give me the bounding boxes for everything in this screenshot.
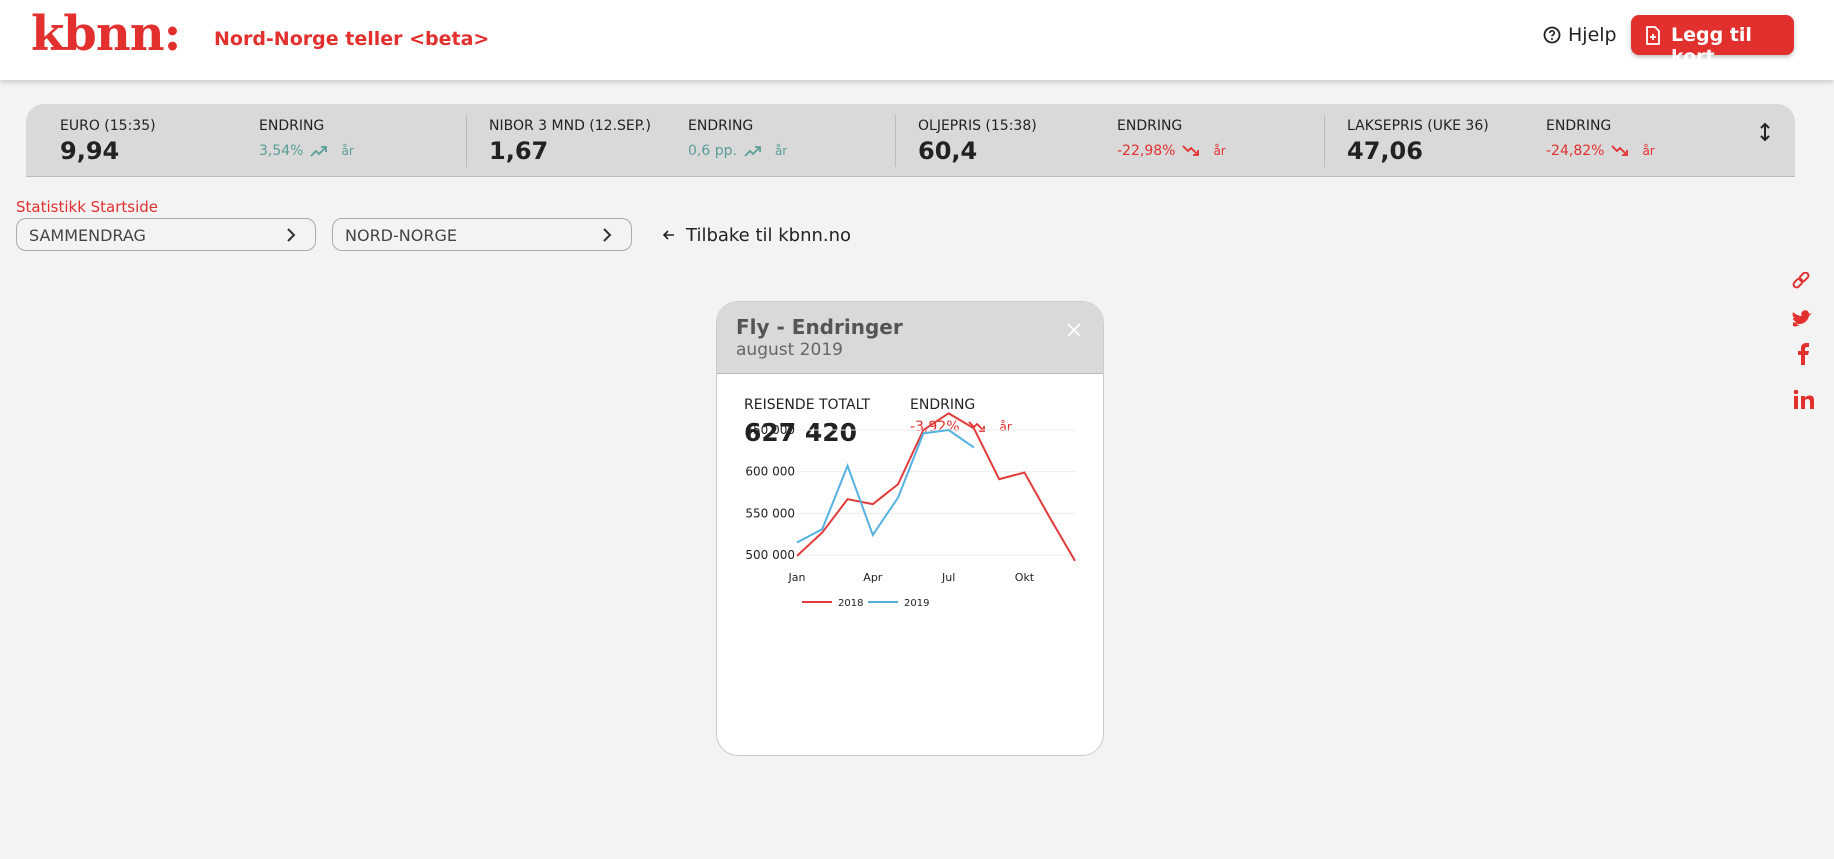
ticker-value: 60,4 [918,137,978,165]
ticker-separator [895,115,896,167]
series-line [796,412,1076,562]
expand-icon [1760,122,1770,142]
arrow-path [744,146,761,157]
chevron-path [603,228,612,242]
chevron [603,228,612,242]
trend-arrow [310,146,328,157]
x-tick-label: Jul [941,571,955,584]
y-tick-label: 500 000 [745,548,795,562]
help-link[interactable]: Hjelp [1568,24,1617,46]
arrow-path [967,421,985,432]
share-icons [1792,272,1814,409]
y-tick-label: 550 000 [745,506,795,520]
x-tick-label: Jan [788,571,806,584]
ticker-label: EURO (15:35) [60,118,156,134]
ticker-separator [1324,115,1325,167]
breadcrumb[interactable]: Statistikk Startside [16,198,159,216]
change-label: ENDRING [910,397,976,413]
chevron [287,228,296,242]
x-tick-label: Okt [1015,571,1035,584]
chevron-path [287,228,296,242]
facebook-icon[interactable] [1798,343,1809,365]
ticker-label: LAKSEPRIS (UKE 36) [1347,118,1489,134]
chart: 500 000 550 000 600 000 650 000 Jan Apr Jul Okt… [745,412,1076,609]
logo[interactable]: kbnn: [31,6,181,62]
add-icon [1646,26,1660,45]
arrow-path [1182,145,1200,156]
change-period: år [1213,144,1226,158]
header: kbnn: Nord-Norge teller <beta> Hjelp Leg… [0,0,1834,80]
metric-label: REISENDE TOTALT [744,397,871,413]
select-box[interactable]: NORD-NORGE [332,218,632,251]
back-arrow [662,230,674,240]
card-header: Fly - Endringer august 2019 [717,302,1103,374]
link-icon[interactable] [1792,272,1810,289]
change-value: -24,82% [1546,143,1605,159]
ticker-change-label: ENDRING [1117,118,1183,134]
ticker-change-label: ENDRING [688,118,754,134]
ticker-change: -22,98% år [1117,143,1226,159]
card-subtitle: august 2019 [736,340,843,360]
change-value: 0,6 pp. [688,143,737,159]
back-link[interactable]: Tilbake til kbnn.no [686,225,852,246]
select-box[interactable]: SAMMENDRAG [16,218,316,251]
x-tick-label: Apr [863,571,883,584]
change-period: år [774,144,788,158]
legend-label: 2018 [838,598,863,609]
ticker-separator [466,115,467,167]
ticker-label: NIBOR 3 MND (12.SEP.) [489,118,651,134]
legend-label: 2019 [904,598,929,609]
change-value: -22,98% [1117,143,1176,159]
stat-card: Fly - Endringer august 2019 REISENDE TOT… [716,301,1104,756]
series-line [796,428,975,544]
ticker-bar: EURO (15:35) 9,94 ENDRING 3,54% år NIBOR 3 MN… [26,104,1795,177]
change-period: år [341,144,354,158]
trend-arrow [744,146,761,157]
change-value: 3,54% [259,143,304,159]
help-icon[interactable] [1543,26,1561,44]
trend-arrow [1182,145,1200,156]
y-tick-label: 600 000 [745,465,795,479]
trend-arrow [967,421,985,432]
ticker-value: 47,06 [1347,137,1423,165]
card-title: Fly - Endringer [736,315,903,339]
linkedin-icon[interactable] [1793,389,1814,409]
ticker-change: 0,6 pp. år [688,143,787,159]
ticker-change: 3,54% år [259,143,354,159]
expand-path [1760,122,1770,142]
y-tick-label: 650 000 [745,423,795,437]
arrow-path [310,146,328,157]
site-subtitle: Nord-Norge teller <beta> [214,28,490,50]
ticker-value: 1,67 [489,137,549,165]
twitter-icon[interactable] [1792,310,1812,327]
ticker-change-label: ENDRING [1546,118,1612,134]
change-period: år [1642,144,1655,158]
trend-arrow [1611,145,1629,156]
ticker-change-label: ENDRING [259,118,325,134]
ticker-value: 9,94 [60,137,120,165]
close-icon[interactable] [1066,322,1082,338]
ticker-label: OLJEPRIS (15:38) [918,118,1037,134]
ticker-change: -24,82% år [1546,143,1655,159]
arrow-path [1611,145,1629,156]
metric-value: 627 420 [744,418,858,447]
